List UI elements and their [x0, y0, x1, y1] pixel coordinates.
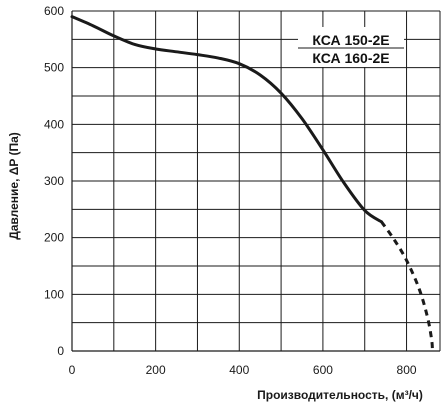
y-tick-label: 300 — [44, 174, 64, 188]
legend: КСА 150-2Е КСА 160-2Е — [298, 27, 404, 67]
y-tick-label: 200 — [44, 231, 64, 245]
y-tick-label: 400 — [44, 117, 64, 131]
y-tick-label: 500 — [44, 61, 64, 75]
performance-curve-solid — [70, 15, 383, 224]
x-tick-label: 200 — [146, 363, 166, 377]
y-axis-title: Давление, ΔP (Па) — [7, 132, 21, 240]
y-tick-label: 100 — [44, 287, 64, 301]
x-axis-title: Производительность, (м³/ч) — [257, 388, 423, 402]
x-tick-label: 600 — [313, 363, 333, 377]
y-tick-label: 600 — [44, 4, 64, 18]
legend-background — [298, 27, 404, 67]
legend-item-2: КСА 160-2Е — [312, 50, 389, 66]
grid — [72, 10, 440, 351]
x-tick-label: 400 — [229, 363, 249, 377]
y-tick-label: 0 — [57, 344, 64, 358]
x-tick-label: 800 — [397, 363, 417, 377]
plot-frame — [71, 10, 441, 352]
tick-labels: 0 200 400 600 800 0 100 200 300 400 500 600 — [44, 4, 417, 377]
x-tick-label: 0 — [69, 363, 76, 377]
curve-layer — [70, 15, 434, 352]
legend-item-1: КСА 150-2Е — [312, 32, 389, 48]
performance-curve-dashed — [380, 220, 434, 352]
